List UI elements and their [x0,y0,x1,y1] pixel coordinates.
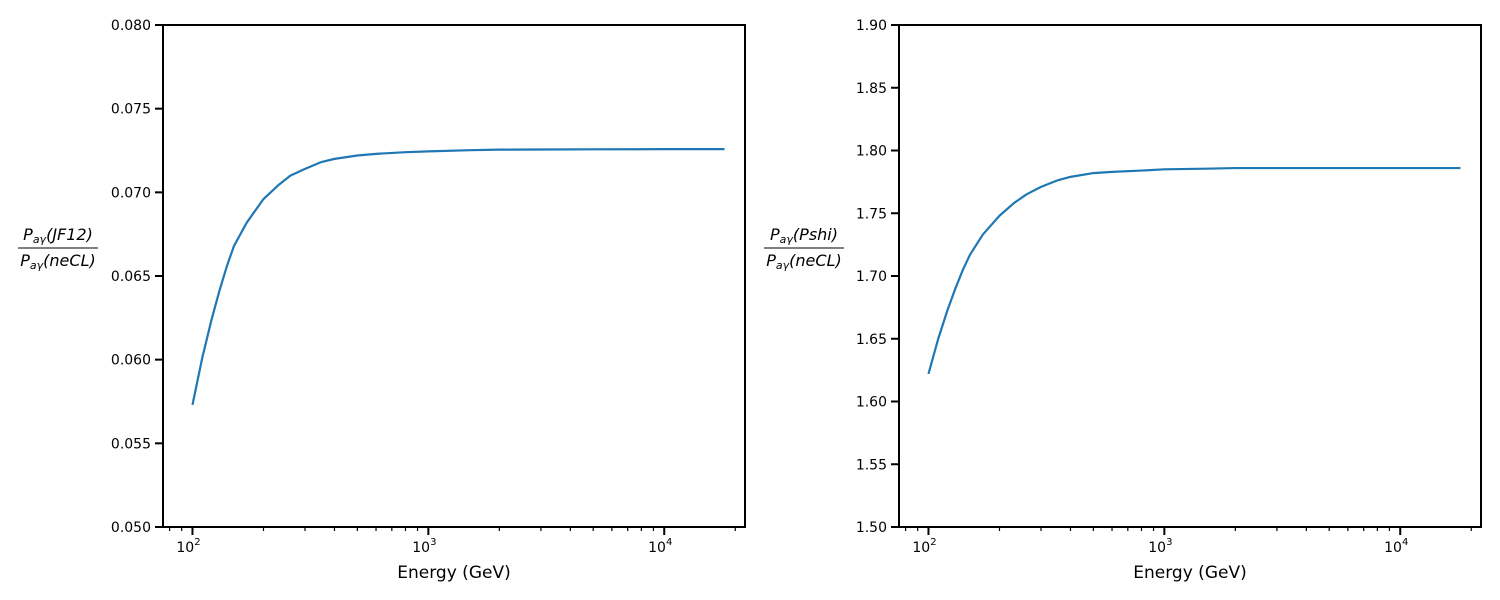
x-tick-label: 104 [1384,537,1408,556]
x-tick-label: 104 [648,537,672,556]
chart-panel-1: 0.050 0.055 0.060 0.065 0.070 0.075 0.080 102 10… [18,18,746,583]
y-tick-label: 1.50 [856,520,887,536]
y-tick-label: 0.060 [111,353,151,369]
y-label-denominator: Paγ(neCL) [20,251,95,272]
y-tick-label: 0.075 [111,102,151,118]
x-tick-label: 103 [412,537,436,556]
plot-frame [898,24,1482,528]
y-tick-label: 1.90 [856,18,887,34]
y-tick-label: 1.85 [856,81,887,97]
data-line [927,166,1461,375]
y-tick-label: 1.55 [856,457,887,473]
y-tick-label: 0.070 [111,185,151,201]
y-tick-label: 1.65 [856,332,887,348]
y-axis-label: Paγ(Pshi) Paγ(neCL) [764,225,844,272]
x-tick-label: 102 [176,537,200,556]
y-label-numerator: Paγ(JF12) [23,225,93,246]
y-tick-label: 0.055 [111,436,151,452]
y-label-denominator: Paγ(neCL) [766,251,841,272]
x-tick-label: 102 [912,537,936,556]
y-tick-label: 1.75 [856,206,887,222]
x-axis-label: Energy (GeV) [1133,563,1246,583]
y-tick-label: 1.80 [856,144,887,160]
y-tick-label: 0.050 [111,520,151,536]
x-tick-label: 103 [1148,537,1172,556]
y-label-numerator: Paγ(Pshi) [770,225,838,246]
y-tick-label: 1.70 [856,269,887,285]
y-tick-label: 1.60 [856,395,887,411]
chart-panel-2: 1.50 1.55 1.60 1.65 1.70 1.75 1.80 1.85 1.90 102 1… [764,18,1482,583]
y-tick-label: 0.080 [111,18,151,34]
plot-frame [162,24,746,528]
data-line [191,148,725,406]
y-tick-label: 0.065 [111,269,151,285]
y-axis-label: Paγ(JF12) Paγ(neCL) [18,225,98,272]
x-axis-label: Energy (GeV) [397,563,510,583]
